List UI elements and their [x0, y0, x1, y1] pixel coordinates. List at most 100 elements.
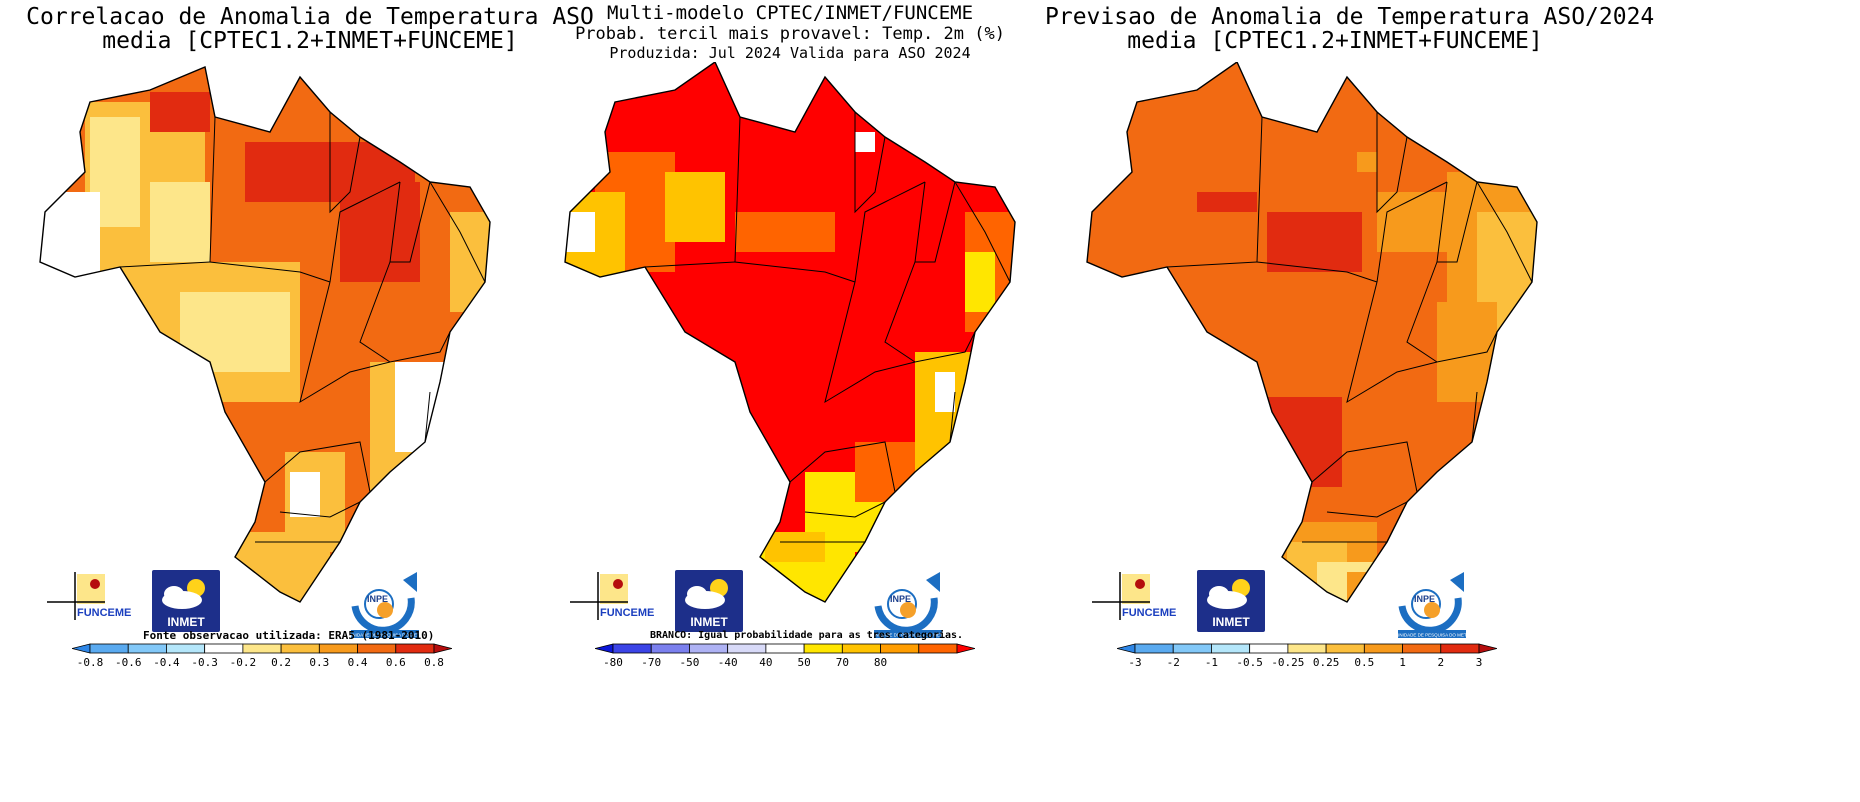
inpe-sub-label: UNIDADE DE PESQUISA DO METI	[1396, 633, 1468, 638]
inpe-label: INPE	[890, 594, 911, 604]
colorbar-tick-label: 1	[1399, 656, 1406, 669]
colorbar-tick-label: 0.8	[424, 656, 444, 669]
colorbar-swatch	[1440, 643, 1480, 654]
colorbar-tick-label: -40	[718, 656, 738, 669]
colorbar-tick-label: -80	[603, 656, 623, 669]
colorbar-swatch	[166, 643, 206, 654]
colorbar-swatch	[841, 643, 881, 654]
colorbar-swatch	[880, 643, 920, 654]
brazil-map	[564, 62, 1016, 603]
colorbar-swatch	[1287, 643, 1327, 654]
funceme-logo: FUNCEME	[570, 572, 654, 620]
map-note: BRANCO: Igual probabilidade para as tres…	[650, 630, 964, 641]
colorbar-tick-label: 3	[1476, 656, 1483, 669]
inmet-logo: INMET	[1197, 570, 1265, 632]
colorbar-swatch	[1117, 643, 1136, 654]
colorbar-swatch	[280, 643, 320, 654]
funceme-label: FUNCEME	[77, 607, 131, 619]
colorbar-swatch	[765, 643, 805, 654]
colorbar-swatch	[803, 643, 843, 654]
colorbar-tick-label: -0.3	[191, 656, 218, 669]
colorbar-swatch	[395, 643, 435, 654]
inpe-label: INPE	[1414, 594, 1435, 604]
sun-cloud-icon: INMET	[685, 579, 728, 629]
colorbar-tick-label: -0.5	[1236, 656, 1263, 669]
funceme-label: FUNCEME	[1122, 607, 1176, 619]
map-note: Fonte observacao utilizada: ERA5 (1981-2…	[143, 629, 435, 642]
colorbar-swatch	[204, 643, 244, 654]
colorbar-tick-label: 50	[797, 656, 810, 669]
colorbar-swatch	[689, 643, 729, 654]
colorbar-tick-label: 0.25	[1313, 656, 1340, 669]
panel-title-line3: Produzida: Jul 2024 Valida para ASO 2024	[609, 44, 971, 62]
colorbar-tick-label: 0.6	[386, 656, 406, 669]
colorbar-tick-label: 0.2	[271, 656, 291, 669]
sun-cloud-icon: INMET	[162, 579, 205, 629]
panel-title-line1: Correlacao de Anomalia de Temperatura AS…	[26, 4, 594, 30]
colorbar-tick-label: 70	[836, 656, 849, 669]
colorbar-tick-label: 2	[1437, 656, 1444, 669]
funceme-logo: FUNCEME	[47, 572, 131, 620]
colorbar-swatch	[357, 643, 397, 654]
colorbar-tick-label: -1	[1205, 656, 1218, 669]
sun-cloud-icon: INMET	[1207, 579, 1250, 629]
colorbar-tick-label: -0.6	[115, 656, 142, 669]
inmet-logo: INMET	[152, 570, 220, 632]
colorbar-swatch	[650, 643, 690, 654]
panel-title-line2: media [CPTEC1.2+INMET+FUNCEME]	[1127, 28, 1543, 54]
colorbar-tick-label: -0.4	[153, 656, 180, 669]
inpe-label: INPE	[367, 594, 388, 604]
colorbar-swatch	[1134, 643, 1174, 654]
colorbar-swatch	[727, 643, 767, 654]
panel-title-line1: Multi-modelo CPTEC/INMET/FUNCEME	[606, 2, 974, 24]
colorbar-swatch	[242, 643, 282, 654]
inpe-logo: INPE UNIDADE DE PESQUISA DO METI	[349, 572, 421, 638]
colorbar: -80 -70 -50 -40 40 50 70 80	[595, 643, 975, 669]
colorbar-swatch	[318, 643, 358, 654]
colorbar-tick-label: -0.8	[77, 656, 104, 669]
inmet-label: INMET	[167, 615, 205, 629]
inpe-sub-label: UNIDADE DE PESQUISA DO METI	[872, 633, 944, 638]
colorbar: -3 -2 -1 -0.5 -0.25 0.25 0.5 1 2 3	[1117, 643, 1497, 669]
funceme-label: FUNCEME	[600, 607, 654, 619]
brazil-map	[39, 66, 491, 603]
colorbar-tick-label: 80	[874, 656, 887, 669]
colorbar-swatch	[1478, 643, 1497, 654]
inpe-logo: INPE UNIDADE DE PESQUISA DO METI	[872, 572, 944, 638]
inmet-label: INMET	[690, 615, 728, 629]
inmet-logo: INMET	[675, 570, 743, 632]
inmet-label: INMET	[1212, 615, 1250, 629]
colorbar-swatch	[956, 643, 975, 654]
colorbar-tick-label: 0.4	[348, 656, 368, 669]
colorbar-swatch	[612, 643, 652, 654]
colorbar-tick-label: -70	[641, 656, 661, 669]
colorbar-swatch	[433, 643, 452, 654]
colorbar-tick-label: 40	[759, 656, 772, 669]
colorbar-swatch	[1402, 643, 1442, 654]
colorbar-swatch	[127, 643, 167, 654]
panel-forecast: Previsao de Anomalia de Temperatura ASO/…	[1045, 0, 1654, 802]
colorbar-swatch	[1211, 643, 1251, 654]
inpe-logo: INPE UNIDADE DE PESQUISA DO METI	[1396, 572, 1468, 638]
colorbar-swatch	[1325, 643, 1365, 654]
panel-title-line2: Probab. tercil mais provavel: Temp. 2m (…	[575, 24, 1005, 44]
colorbar-tick-label: 0.3	[309, 656, 329, 669]
colorbar-swatch	[1249, 643, 1289, 654]
panel-title-line2: media [CPTEC1.2+INMET+FUNCEME]	[102, 28, 518, 54]
brazil-map	[1086, 62, 1538, 603]
colorbar-tick-label: -3	[1128, 656, 1141, 669]
colorbar: -0.8 -0.6 -0.4 -0.3 -0.2 0.2 0.3 0.4 0.6 0.8	[72, 643, 452, 669]
colorbar-swatch	[1172, 643, 1212, 654]
colorbar-tick-label: -2	[1167, 656, 1180, 669]
colorbar-tick-label: -0.2	[230, 656, 257, 669]
colorbar-swatch	[72, 643, 91, 654]
colorbar-swatch	[1363, 643, 1403, 654]
colorbar-swatch	[595, 643, 614, 654]
inpe-sub-label: UNIDADE DE PESQUISA DO METI	[349, 633, 421, 638]
panel-probability: Multi-modelo CPTEC/INMET/FUNCEME Probab.…	[480, 0, 1100, 802]
funceme-logo: FUNCEME	[1092, 572, 1176, 620]
colorbar-tick-label: -50	[680, 656, 700, 669]
colorbar-tick-label: -0.25	[1271, 656, 1304, 669]
colorbar-swatch	[89, 643, 129, 654]
colorbar-swatch	[918, 643, 958, 654]
